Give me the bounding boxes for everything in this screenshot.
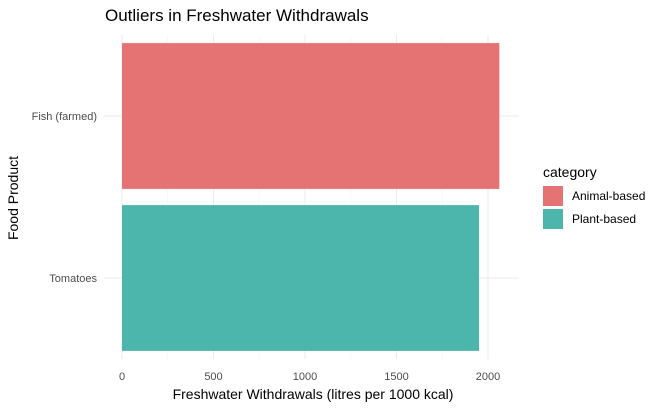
y-axis-title: Food Product	[5, 156, 21, 240]
bar-fish-farmed	[122, 43, 500, 189]
legend: category Animal-based Plant-based	[543, 164, 645, 229]
y-tick-label: Fish (farmed)	[32, 111, 97, 123]
legend-title: category	[543, 164, 597, 180]
bars-layer	[122, 43, 500, 351]
x-axis-title: Freshwater Withdrawals (litres per 1000 …	[173, 386, 454, 402]
chart-title: Outliers in Freshwater Withdrawals	[105, 6, 369, 25]
x-tick-label: 1500	[384, 371, 408, 383]
y-tick-labels: Fish (farmed) Tomatoes	[32, 111, 98, 285]
x-tick-label: 1000	[293, 371, 317, 383]
x-tick-label: 0	[119, 371, 125, 383]
legend-label: Animal-based	[572, 189, 645, 203]
x-tick-label: 2000	[476, 371, 500, 383]
bar-tomatoes	[122, 205, 480, 351]
legend-swatch	[543, 209, 563, 229]
y-tick-label: Tomatoes	[49, 273, 97, 285]
legend-label: Plant-based	[572, 212, 636, 226]
x-tick-label: 500	[204, 371, 222, 383]
legend-swatch	[543, 186, 563, 206]
x-tick-labels: 0 500 1000 1500 2000	[119, 371, 500, 383]
